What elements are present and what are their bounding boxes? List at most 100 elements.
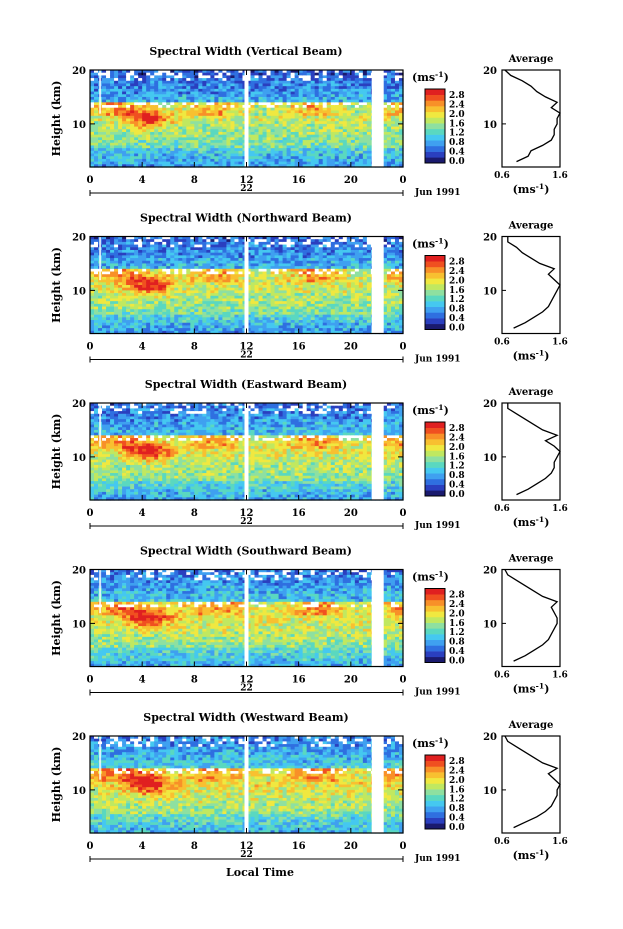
heatmap-cell (102, 131, 107, 136)
heatmap-cell (238, 274, 244, 278)
heatmap-cell (94, 142, 99, 147)
heatmap-cell (146, 118, 151, 122)
heatmap-cell (182, 309, 187, 313)
heatmap-cell (238, 303, 244, 308)
heatmap-cell (342, 164, 348, 168)
heatmap-cell (194, 83, 199, 87)
heatmap-cell (138, 244, 143, 248)
heatmap-cell (294, 247, 300, 251)
heatmap-cell (130, 301, 135, 305)
heatmap-cell (182, 83, 187, 87)
y-tick-label: 20 (72, 66, 86, 77)
heatmap-cell (254, 148, 260, 152)
heatmap-cell (302, 317, 308, 321)
heatmap-cell (154, 268, 159, 273)
heatmap-cell (382, 126, 388, 130)
heatmap-cell (150, 328, 155, 332)
heatmap-cell (106, 266, 111, 270)
heatmap-cell (254, 78, 260, 82)
heatmap-cell (362, 105, 368, 109)
heatmap-cell (274, 330, 280, 335)
heatmap-cell (318, 241, 324, 246)
heatmap-cell (150, 72, 155, 76)
heatmap-cell (122, 303, 127, 308)
heatmap-cell (194, 118, 199, 122)
heatmap-cell (190, 72, 195, 76)
heatmap-cell (278, 314, 284, 318)
heatmap-cell (310, 156, 316, 160)
heatmap-cell (314, 287, 320, 291)
heatmap-cell (206, 145, 211, 149)
heatmap-cell (262, 320, 268, 324)
heatmap-cell (366, 107, 372, 112)
heatmap-cell (306, 320, 312, 324)
heatmap-cell (338, 110, 344, 114)
heatmap-cell (214, 150, 220, 155)
heatmap-cell (214, 80, 220, 85)
heatmap-cell (294, 303, 300, 308)
heatmap-cell (306, 276, 312, 281)
heatmap-cell (94, 72, 99, 76)
colorbar-swatch (425, 140, 445, 147)
heatmap-cell (114, 309, 119, 313)
heatmap-cell (362, 126, 368, 130)
heatmap-cell (222, 75, 228, 79)
heatmap-cell (186, 91, 191, 95)
heatmap-cell (282, 306, 288, 310)
heatmap-cell (362, 142, 368, 147)
average-x-tick-label: 1.6 (552, 171, 568, 181)
heatmap-cell (210, 88, 215, 93)
heatmap-cell (274, 131, 280, 136)
heatmap-cell (182, 107, 187, 112)
heatmap-cell (362, 78, 368, 82)
heatmap-cell (178, 314, 183, 318)
heatmap-cell (226, 239, 232, 243)
heatmap-cell (294, 86, 300, 90)
heatmap-cell (134, 266, 139, 270)
heatmap-cell (314, 290, 320, 294)
heatmap-cell (202, 325, 207, 329)
heatmap-cell (282, 303, 288, 308)
heatmap-cell (298, 145, 304, 149)
heatmap-cell (210, 70, 215, 74)
heatmap-cell (98, 164, 103, 168)
heatmap-cell (390, 164, 396, 168)
heatmap-cell (342, 129, 348, 133)
heatmap-cell (222, 137, 228, 141)
heatmap-cell (274, 96, 280, 101)
heatmap-cell (250, 91, 256, 95)
heatmap-cell (134, 285, 139, 289)
heatmap-cell (362, 110, 368, 114)
heatmap-cell (218, 260, 224, 265)
heatmap-cell (154, 303, 159, 308)
heatmap-cell (190, 320, 195, 324)
heatmap-cell (366, 129, 372, 133)
heatmap-cell (170, 293, 175, 297)
heatmap-cell (230, 271, 236, 275)
heatmap-cell (158, 102, 163, 106)
heatmap-cell (334, 113, 340, 117)
heatmap-cell (198, 258, 203, 262)
heatmap-cell (290, 91, 296, 95)
heatmap-cell (182, 239, 187, 243)
heatmap-cell (178, 78, 183, 82)
heatmap-cell (314, 70, 320, 74)
heatmap-cell (114, 255, 119, 259)
heatmap-cell (294, 96, 300, 101)
heatmap-cell (222, 142, 228, 147)
heatmap-cell (250, 131, 256, 136)
heatmap-cell (250, 118, 256, 122)
heatmap-cell (146, 260, 151, 265)
heatmap-cell (218, 126, 224, 130)
heatmap-cell (214, 311, 220, 316)
heatmap-cell (98, 293, 103, 297)
heatmap-cell (98, 123, 103, 128)
heatmap-cell (122, 285, 127, 289)
heatmap-cell (342, 80, 348, 85)
heatmap-cell (238, 123, 244, 128)
heatmap-cell (258, 268, 264, 273)
heatmap-cell (382, 83, 388, 87)
heatmap-cell (146, 293, 151, 297)
heatmap-cell (318, 301, 324, 305)
heatmap-cell (282, 268, 288, 273)
